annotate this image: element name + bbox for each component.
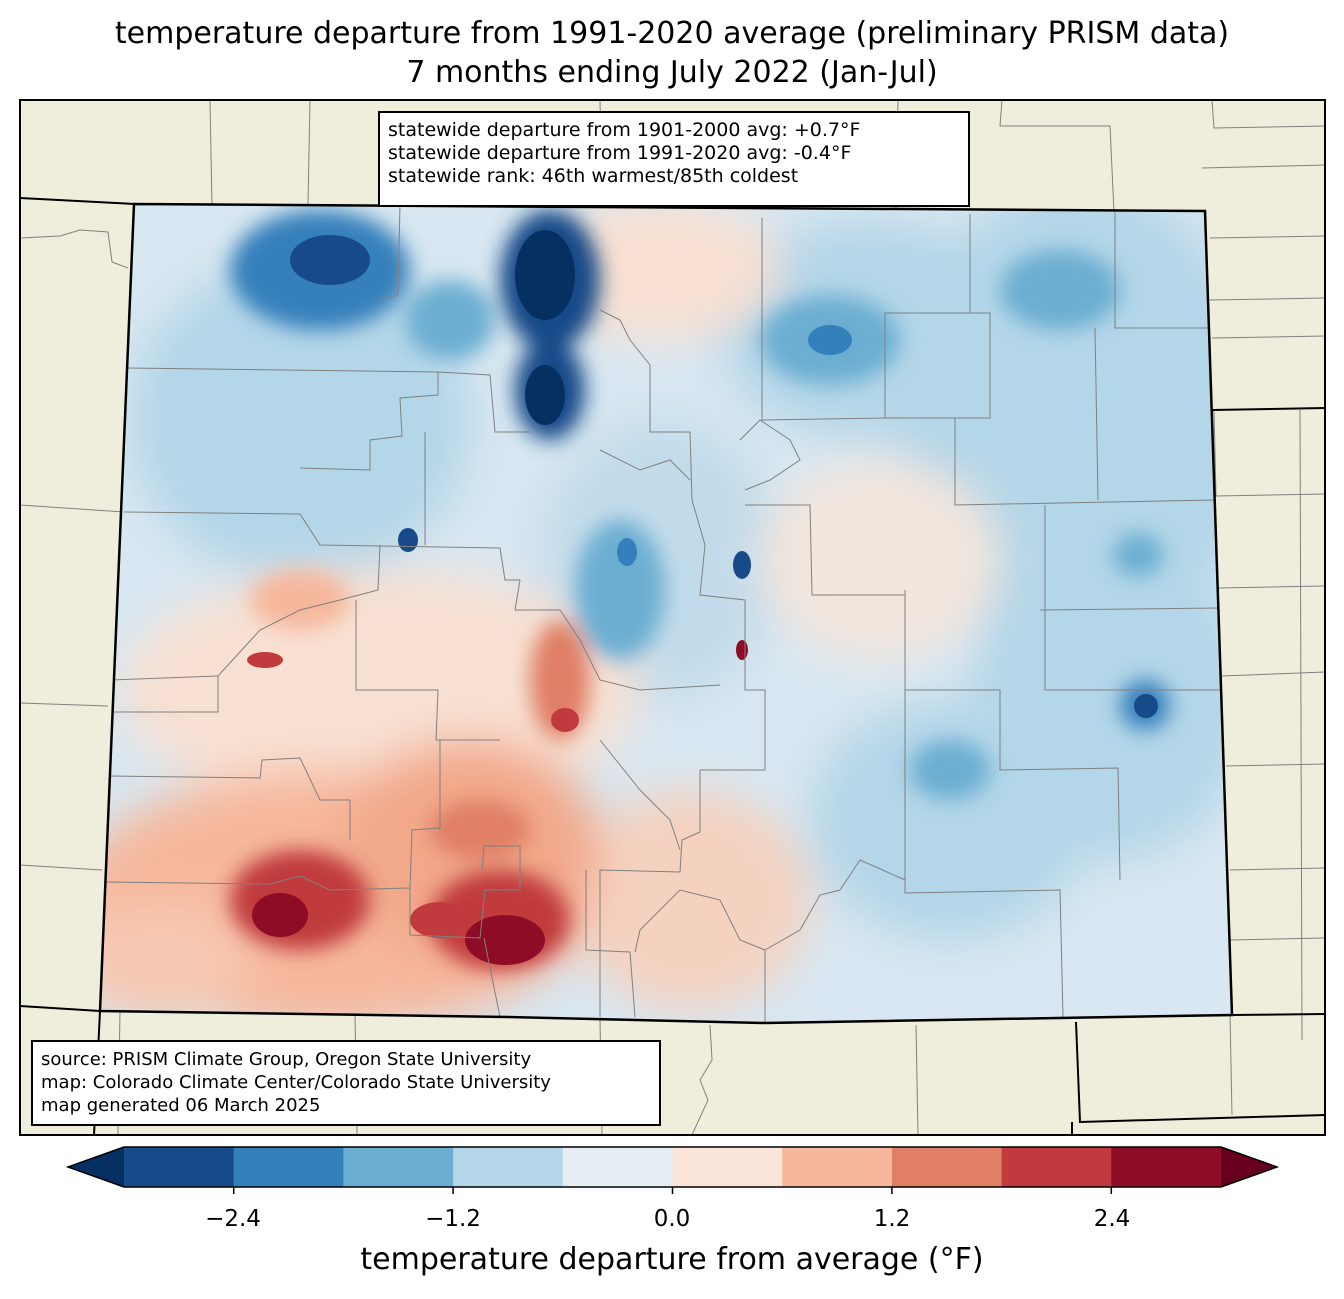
colorbar-extend-low [68,1147,124,1187]
source-box: source: PRISM Climate Group, Oregon Stat… [31,1040,661,1126]
source-generated-date: map generated 06 March 2025 [41,1095,321,1116]
colorbar-segment [343,1147,454,1187]
colorbar [65,1146,1280,1194]
colorbar-segment [782,1147,893,1187]
colorbar-segment [124,1147,235,1187]
map-title-line1: temperature departure from 1991-2020 ave… [114,16,1230,51]
colorbar-outline [65,1146,1280,1188]
colorbar-extend-high [1221,1147,1277,1187]
colorbar-segment [891,1147,1003,1187]
colorado-county-lines [104,204,1225,1023]
colorbar-segment [672,1147,783,1187]
colorbar-tick-label: 1.2 [873,1206,911,1232]
colorbar-segment [1111,1147,1222,1187]
colorbar-segment [453,1147,564,1187]
colorbar-label: temperature departure from average (°F) [360,1242,984,1277]
colorbar-tick-label: 2.4 [1093,1206,1131,1232]
colorbar-tick-label: 0.0 [653,1206,691,1232]
map-title-line2: 7 months ending July 2022 (Jan-Jul) [406,55,938,90]
colorbar-segment [562,1147,673,1187]
source-map-credit: map: Colorado Climate Center/Colorado St… [41,1072,551,1093]
stats-departure-1991: statewide departure from 1991-2020 avg: … [388,142,852,164]
stats-departure-1901: statewide departure from 1901-2000 avg: … [388,119,861,141]
colorbar-segment [1001,1147,1112,1187]
temperature-anomaly-field [100,204,1232,1023]
colorbar-tick-label: −1.2 [425,1206,481,1232]
stats-rank: statewide rank: 46th warmest/85th coldes… [388,165,799,187]
statewide-stats-box: statewide departure from 1901-2000 avg: … [378,111,970,207]
map-frame [19,99,1326,1136]
source-prism: source: PRISM Climate Group, Oregon Stat… [41,1049,532,1070]
colorbar-segment [233,1147,344,1187]
colorado-state-border [98,202,1234,1025]
colorbar-tick-label: −2.4 [205,1206,261,1232]
